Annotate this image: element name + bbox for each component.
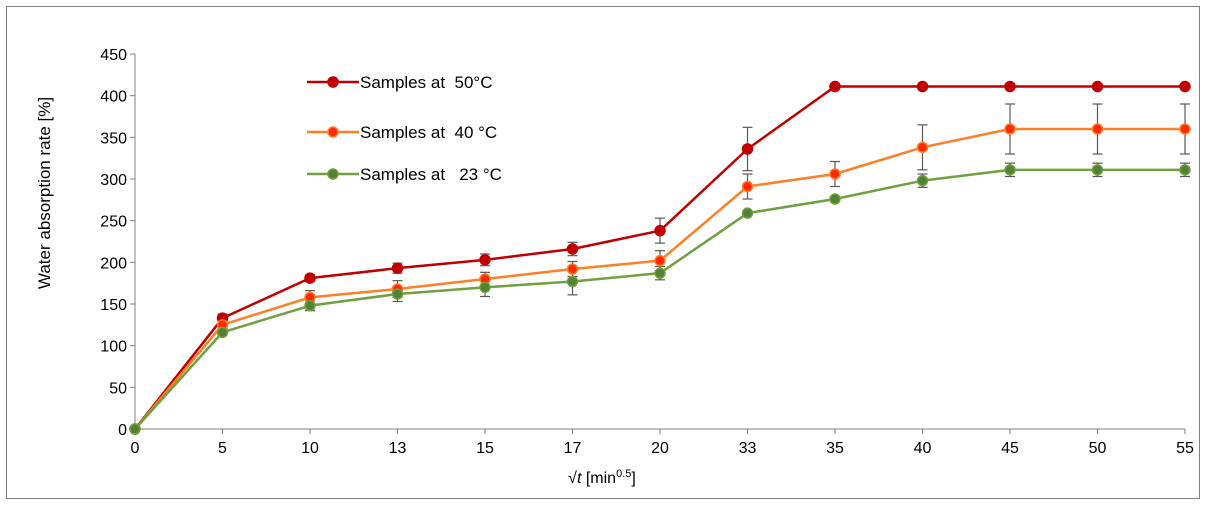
- x-tick-label: 45: [1001, 440, 1019, 457]
- x-tick-label: 10: [301, 440, 319, 457]
- x-tick-label: 13: [389, 440, 407, 457]
- data-point-2: [829, 168, 841, 180]
- data-point-2: [741, 180, 754, 193]
- data-point-1: [1004, 80, 1016, 93]
- legend-label-2: Samples at 40 °C: [360, 123, 497, 142]
- data-point-3: [741, 207, 754, 219]
- x-tick-label: 33: [739, 440, 757, 457]
- data-point-2: [1004, 123, 1016, 135]
- data-point-3: [129, 423, 141, 435]
- x-tick-label: 20: [651, 440, 669, 457]
- data-point-3: [1091, 164, 1104, 176]
- x-axis-label: √t [min0.5]: [568, 468, 636, 487]
- x-tick-label: 0: [131, 440, 140, 457]
- y-tick-label: 400: [100, 89, 127, 106]
- data-point-3: [391, 288, 404, 300]
- data-point-1: [741, 143, 754, 155]
- series-line-3: [134, 168, 1185, 430]
- x-axis-label-root: √: [568, 470, 577, 487]
- x-tick-label: 55: [1176, 440, 1194, 457]
- legend-marker-3: [327, 168, 339, 180]
- y-tick-label: 150: [100, 297, 127, 314]
- x-tick-label: 35: [826, 440, 844, 457]
- y-tick-label: 100: [100, 339, 127, 356]
- x-axis-label-unit: [min: [581, 470, 616, 487]
- y-axis-label: Water absorption rate [%]: [35, 97, 54, 289]
- y-tick-label: 200: [100, 255, 127, 272]
- x-tick-label: 5: [218, 440, 227, 457]
- x-tick-label: 17: [564, 440, 582, 457]
- data-point-1: [916, 80, 929, 93]
- x-axis-label-exponent: 0.5: [616, 468, 631, 480]
- data-point-3: [654, 267, 666, 279]
- legend: Samples at 50°C Samples at 40 °C Samples a…: [307, 73, 502, 184]
- y-tick-label: 0: [118, 422, 127, 439]
- y-tick-label: 250: [100, 214, 127, 231]
- data-point-1: [1179, 80, 1191, 93]
- data-point-3: [916, 174, 929, 187]
- data-point-2: [916, 141, 929, 154]
- data-point-1: [304, 272, 316, 284]
- legend-label-3: Samples at 23 °C: [360, 165, 502, 184]
- x-tick-label: 40: [914, 440, 932, 457]
- data-point-3: [1004, 164, 1016, 176]
- data-point-3: [216, 326, 229, 339]
- data-point-1: [654, 224, 666, 237]
- data-point-1: [829, 80, 841, 93]
- x-tick-label: 15: [476, 440, 494, 457]
- water-absorption-chart: 0 50 100 150 200 250 300 350 400 450 0 5 10 13 15 17 20 3…: [35, 47, 1194, 487]
- x-tick-label: 50: [1089, 440, 1107, 457]
- data-point-3: [479, 281, 491, 294]
- x-axis-label-close: ]: [631, 470, 635, 487]
- y-tick-label: 300: [100, 172, 127, 189]
- data-point-3: [304, 299, 316, 312]
- series: [129, 80, 1191, 435]
- data-point-1: [1091, 80, 1104, 93]
- chart-frame: 0 50 100 150 200 250 300 350 400 450 0 5 10 13 15 17 20 3…: [6, 6, 1200, 499]
- data-point-2: [654, 254, 666, 267]
- y-tick-label: 50: [109, 380, 127, 397]
- x-axis-label-var: t: [577, 470, 582, 487]
- y-tick-label: 450: [100, 47, 127, 64]
- data-point-3: [566, 275, 579, 288]
- data-point-2: [1091, 123, 1104, 135]
- data-point-1: [566, 243, 579, 255]
- data-point-3: [829, 193, 841, 205]
- data-point-3: [1179, 164, 1191, 176]
- y-tick-label: 350: [100, 130, 127, 147]
- legend-label-1: Samples at 50°C: [360, 73, 492, 92]
- legend-marker-2: [327, 126, 339, 138]
- data-point-2: [566, 263, 579, 275]
- data-point-2: [1179, 123, 1191, 135]
- legend-marker-1: [327, 76, 339, 88]
- data-point-1: [479, 254, 491, 266]
- axes: 0 50 100 150 200 250 300 350 400 450 0 5 10 13 15 17 20 3…: [100, 47, 1194, 457]
- data-point-1: [391, 262, 404, 274]
